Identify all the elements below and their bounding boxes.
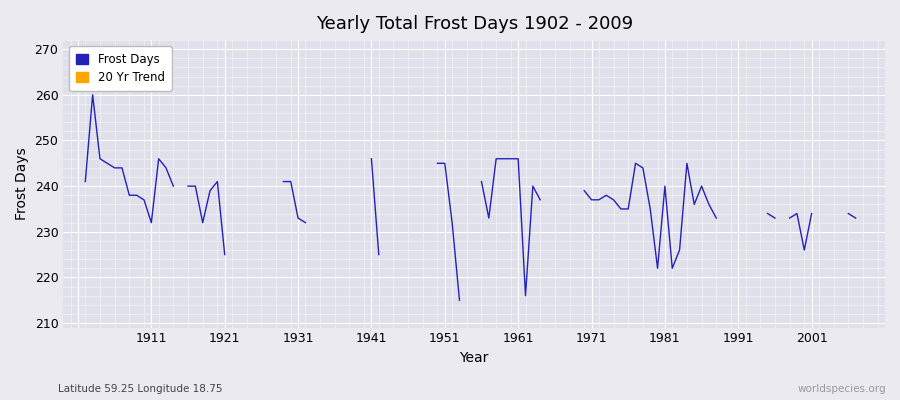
Title: Yearly Total Frost Days 1902 - 2009: Yearly Total Frost Days 1902 - 2009: [316, 15, 633, 33]
Text: Latitude 59.25 Longitude 18.75: Latitude 59.25 Longitude 18.75: [58, 384, 223, 394]
Text: worldspecies.org: worldspecies.org: [798, 384, 886, 394]
Y-axis label: Frost Days: Frost Days: [15, 148, 29, 220]
X-axis label: Year: Year: [460, 351, 489, 365]
Legend: Frost Days, 20 Yr Trend: Frost Days, 20 Yr Trend: [69, 46, 172, 91]
